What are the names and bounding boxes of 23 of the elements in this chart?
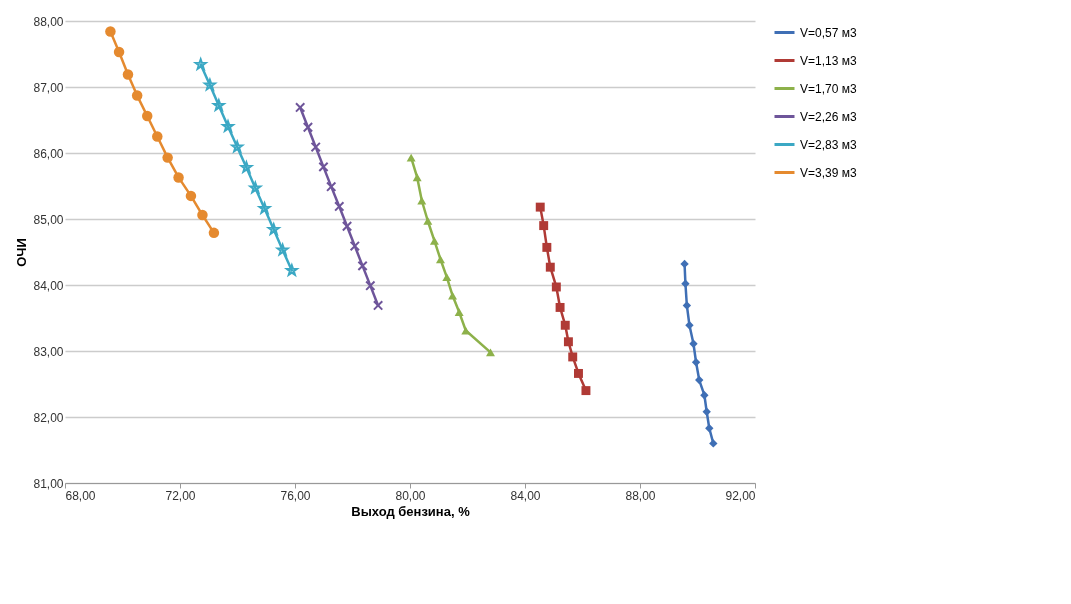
x-tick-label: 84,00	[510, 488, 541, 503]
x-tick-label: 80,00	[395, 488, 426, 503]
y-tick-label: 81,00	[33, 476, 64, 491]
x-axis-title: Выход бензина, %	[351, 503, 471, 519]
y-tick-label: 82,00	[33, 410, 64, 425]
legend-label: V=3,39 м3	[800, 165, 857, 180]
legend-label: V=2,83 м3	[800, 137, 857, 152]
y-tick-label: 83,00	[33, 344, 64, 359]
legend-label: V=1,70 м3	[800, 81, 857, 96]
y-tick-label: 87,00	[33, 80, 64, 95]
x-tick-label: 72,00	[165, 488, 196, 503]
y-tick-label: 86,00	[33, 146, 64, 161]
legend-label: V=1,13 м3	[800, 53, 857, 68]
x-tick-label: 88,00	[625, 488, 656, 503]
y-tick-label: 88,00	[33, 14, 64, 29]
legend-label: V=0,57 м3	[800, 25, 857, 40]
x-tick-label: 68,00	[65, 488, 96, 503]
y-tick-label: 84,00	[33, 278, 64, 293]
x-tick-label: 76,00	[280, 488, 311, 503]
x-tick-label: 92,00	[725, 488, 756, 503]
y-axis-title: ОЧИ	[14, 238, 30, 267]
legend-label: V=2,26 м3	[800, 109, 857, 124]
y-tick-label: 85,00	[33, 212, 64, 227]
